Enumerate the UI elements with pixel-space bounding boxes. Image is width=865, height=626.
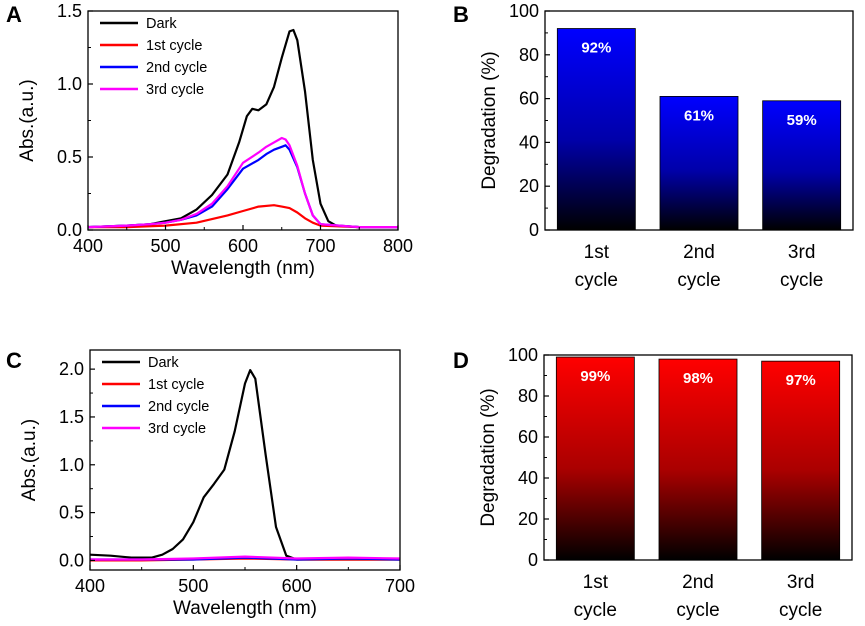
bar bbox=[555, 356, 635, 561]
series-line-3rd-cycle bbox=[90, 555, 401, 561]
y-tick-label: 0 bbox=[529, 220, 539, 240]
y-axis-title: Abs.(a.u.) bbox=[19, 419, 40, 501]
x-tick-label: 700 bbox=[305, 236, 335, 256]
y-tick-label: 20 bbox=[519, 176, 539, 196]
y-axis-title: Degradation (%) bbox=[478, 388, 499, 526]
y-tick-label: 100 bbox=[508, 345, 538, 365]
panel-letter: B bbox=[453, 2, 469, 27]
y-tick-label: 60 bbox=[518, 427, 538, 447]
bar bbox=[659, 96, 739, 231]
y-axis-title: Abs.(a.u.) bbox=[17, 79, 38, 161]
x-tick-label: 400 bbox=[73, 236, 103, 256]
bar-value-label: 92% bbox=[581, 40, 611, 57]
legend-label: Dark bbox=[146, 16, 177, 32]
x-axis-title: Wavelength (nm) bbox=[171, 258, 315, 279]
category-label: cycle bbox=[575, 270, 618, 291]
panel-letter: A bbox=[6, 2, 22, 27]
series-line-dark bbox=[89, 369, 400, 561]
panel-c-absorbance-chart: C 400 500 600 700 0.0 0.5 1.0 1.5 2.0 Wavelength (… bbox=[6, 348, 415, 619]
bar-value-label: 98% bbox=[683, 370, 713, 387]
x-tick-label: 700 bbox=[385, 576, 415, 596]
bar bbox=[762, 100, 842, 231]
legend-label: 3rd cycle bbox=[148, 421, 206, 437]
y-tick-label: 2.0 bbox=[59, 359, 84, 379]
category-label: 2nd bbox=[682, 572, 714, 593]
x-tick-label: 600 bbox=[228, 236, 258, 256]
x-tick-label: 500 bbox=[178, 576, 208, 596]
y-tick-label: 1.0 bbox=[59, 455, 84, 475]
category-label: cycle bbox=[574, 600, 617, 621]
x-tick-label: 600 bbox=[282, 576, 312, 596]
panel-a-absorbance-chart: A 400 500 600 700 800 0.0 0.5 1.0 1.5 Wavelength (… bbox=[6, 1, 413, 279]
category-label: 2nd bbox=[683, 242, 715, 263]
category-label: cycle bbox=[779, 600, 822, 621]
bar-value-label: 61% bbox=[684, 107, 714, 124]
panel-d-degradation-chart: D 99% 1st cycle 98% 2nd cycle 97% 3rd cycle 0 20 40 6… bbox=[453, 345, 853, 621]
x-tick-label: 400 bbox=[75, 576, 105, 596]
legend-label: Dark bbox=[148, 355, 179, 371]
category-label: 3rd bbox=[788, 242, 815, 263]
y-tick-label: 0 bbox=[528, 550, 538, 570]
y-tick-label: 60 bbox=[519, 89, 539, 109]
y-tick-label: 1.0 bbox=[57, 74, 82, 94]
category-label: 1st bbox=[583, 572, 609, 593]
y-tick-label: 1.5 bbox=[59, 407, 84, 427]
category-label: 3rd bbox=[787, 572, 814, 593]
y-tick-label: 0.0 bbox=[59, 550, 84, 570]
category-label: cycle bbox=[780, 270, 823, 291]
panel-letter: C bbox=[6, 348, 22, 373]
y-tick-label: 0.0 bbox=[57, 220, 82, 240]
series-line-3rd-cycle bbox=[87, 136, 398, 229]
y-tick-label: 40 bbox=[518, 468, 538, 488]
y-tick-label: 0.5 bbox=[59, 503, 84, 523]
series-line-2nd-cycle bbox=[87, 144, 398, 229]
y-tick-label: 100 bbox=[509, 1, 539, 21]
category-label: cycle bbox=[677, 270, 720, 291]
y-tick-label: 80 bbox=[519, 45, 539, 65]
bar-value-label: 97% bbox=[786, 372, 816, 389]
y-tick-label: 20 bbox=[518, 509, 538, 529]
x-tick-label: 500 bbox=[150, 236, 180, 256]
bar-value-label: 59% bbox=[787, 112, 817, 129]
series-line-1st-cycle bbox=[88, 204, 398, 229]
category-label: cycle bbox=[676, 600, 719, 621]
bar bbox=[658, 358, 738, 561]
x-tick-label: 800 bbox=[383, 236, 413, 256]
panel-letter: D bbox=[453, 348, 469, 373]
y-tick-label: 80 bbox=[518, 386, 538, 406]
bar bbox=[556, 28, 636, 231]
panel-b-degradation-chart: B 92% 1st cycle 61% 2nd cycle 59% 3rd cycle 0 20 40 6… bbox=[453, 1, 854, 291]
bar-value-label: 99% bbox=[580, 368, 610, 385]
x-axis-title: Wavelength (nm) bbox=[173, 598, 317, 619]
bar bbox=[761, 360, 841, 561]
y-tick-label: 1.5 bbox=[57, 1, 82, 21]
legend-label: 1st cycle bbox=[148, 377, 204, 393]
legend-label: 3rd cycle bbox=[146, 82, 204, 98]
legend-label: 2nd cycle bbox=[146, 60, 207, 76]
series-line-dark bbox=[87, 28, 398, 229]
y-axis-title: Degradation (%) bbox=[479, 51, 500, 189]
legend-label: 2nd cycle bbox=[148, 399, 209, 415]
legend-label: 1st cycle bbox=[146, 38, 202, 54]
y-tick-label: 0.5 bbox=[57, 147, 82, 167]
category-label: 1st bbox=[584, 242, 610, 263]
y-tick-label: 40 bbox=[519, 132, 539, 152]
